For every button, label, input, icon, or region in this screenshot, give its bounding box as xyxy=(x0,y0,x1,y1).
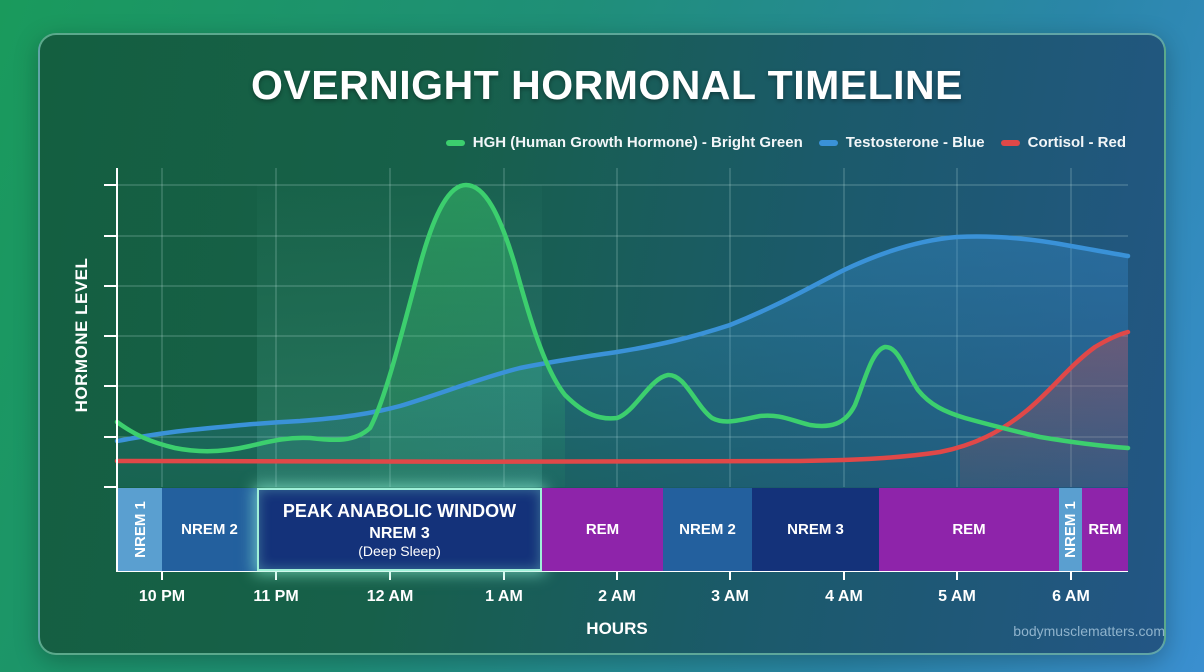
stage-label: NREM 1 xyxy=(131,501,149,558)
hgh-area xyxy=(370,185,565,487)
stage-sublabel: (Deep Sleep) xyxy=(358,542,441,559)
x-tick-label: 1 AM xyxy=(485,588,523,605)
x-tick-label: 3 AM xyxy=(711,588,749,605)
cortisol-line xyxy=(114,329,1131,464)
y-axis-label: HORMONE LEVEL xyxy=(72,257,91,413)
x-tick-label: 5 AM xyxy=(938,588,976,605)
legend-item-hgh: HGH (Human Growth Hormone) - Bright Gree… xyxy=(445,134,803,151)
stage-rem-c: REM xyxy=(1082,488,1128,571)
stage-label: NREM 1 xyxy=(1062,501,1079,558)
x-axis-label: HOURS xyxy=(586,619,648,638)
legend-item-testosterone: Testosterone - Blue xyxy=(818,134,985,151)
cortisol-area xyxy=(960,332,1128,487)
x-tick-label: 6 AM xyxy=(1052,588,1090,605)
cortisol-swatch-icon xyxy=(1000,139,1020,146)
watermark: bodymusclematters.com xyxy=(1013,623,1165,639)
stage-label: NREM 2 xyxy=(679,521,736,538)
x-tick-label: 2 AM xyxy=(598,588,636,605)
stage-rem-b: REM xyxy=(879,488,1059,571)
hgh-swatch-icon xyxy=(445,139,465,146)
stage-label: NREM 3 xyxy=(787,521,844,538)
legend-label: HGH (Human Growth Hormone) - Bright Gree… xyxy=(472,134,803,151)
stage-nrem2-b: NREM 2 xyxy=(663,488,752,571)
legend-item-cortisol: Cortisol - Red xyxy=(1000,134,1126,151)
x-tick-label: 10 PM xyxy=(138,588,186,605)
stage-label: NREM 3 xyxy=(369,524,430,542)
legend-label: Testosterone - Blue xyxy=(845,134,985,151)
axes xyxy=(104,168,1128,580)
stage-nrem1-a: NREM 1 xyxy=(118,488,162,571)
legend: HGH (Human Growth Hormone) - Bright Gree… xyxy=(445,134,1126,151)
stage-label: REM xyxy=(952,521,986,538)
stage-rem-a: REM xyxy=(542,488,663,571)
x-tick-label: 11 PM xyxy=(253,588,299,605)
chart-title: OVERNIGHT HORMONAL TIMELINE xyxy=(250,62,964,108)
stage-label: REM xyxy=(585,521,620,538)
stage-nrem3-b: NREM 3 xyxy=(752,488,879,571)
peak-window-title: PEAK ANABOLIC WINDOW xyxy=(282,500,517,521)
testosterone-line xyxy=(114,234,1131,444)
stage-label: REM xyxy=(1088,521,1122,538)
stage-nrem2-a: NREM 2 xyxy=(162,488,257,571)
testosterone-swatch-icon xyxy=(818,139,838,146)
stage-nrem1-b: NREM 1 xyxy=(1059,488,1082,571)
legend-label: Cortisol - Red xyxy=(1027,134,1126,151)
x-tick-label: 12 AM xyxy=(366,588,414,605)
peak-anabolic-window: PEAK ANABOLIC WINDOW NREM 3 (Deep Sleep) xyxy=(257,488,542,571)
stage-label: NREM 2 xyxy=(181,521,238,538)
x-tick-label: 4 AM xyxy=(825,588,863,605)
hgh-line xyxy=(114,182,1131,454)
